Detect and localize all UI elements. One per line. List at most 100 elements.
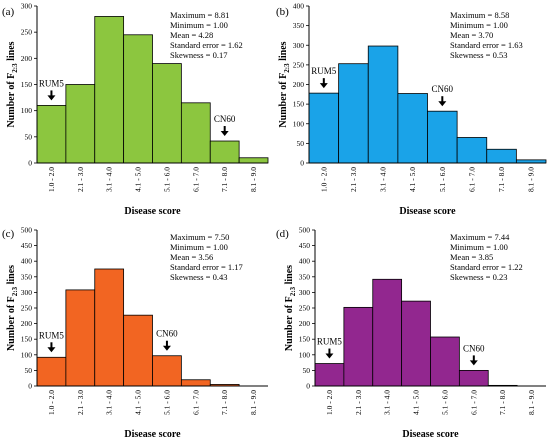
x-tick-label: 7.1 - 8.0 (220, 390, 229, 415)
y-tick-label: 200 (293, 80, 305, 89)
histogram-bar (180, 102, 211, 164)
histogram-bar (367, 45, 399, 164)
stat-line: Standard error = 1.63 (450, 40, 523, 50)
line-annotation-label: CN60 (463, 343, 485, 353)
histogram-bar (94, 268, 125, 387)
histogram-bar (397, 93, 428, 164)
stat-line: Skewness = 0.17 (170, 50, 227, 60)
histogram-panel: (c) 0 50 100 150 200 250 300 350 400 450 500 1.0 - 2… (2, 226, 268, 440)
line-annotation-label: CN60 (432, 84, 454, 94)
arrow-down-icon (319, 83, 328, 89)
y-tick-label: 350 (293, 21, 305, 30)
x-tick-label: 6.1 - 7.0 (467, 167, 476, 192)
stat-line: Minimum = 1.00 (450, 242, 508, 252)
line-annotation-label: CN60 (214, 114, 236, 124)
y-tick-label: 450 (21, 241, 33, 250)
y-tick-label: 0 (28, 382, 32, 391)
x-tick-label: 4.1 - 5.0 (134, 390, 143, 415)
y-tick-label: 250 (21, 304, 33, 313)
histogram-bar (343, 306, 374, 387)
y-tick-label: 450 (299, 241, 311, 250)
line-annotation-label: RUM5 (39, 78, 65, 88)
stat-line: Mean = 4.28 (170, 30, 213, 40)
y-tick-label: 400 (21, 257, 33, 266)
x-tick-label: 7.1 - 8.0 (497, 167, 506, 192)
histogram-bar (36, 105, 67, 164)
x-tick-label: 4.1 - 5.0 (408, 167, 417, 192)
histogram-bar (372, 278, 403, 387)
x-tick-label: 1.0 - 2.0 (47, 167, 56, 192)
y-tick-label: 200 (21, 319, 33, 328)
x-axis-label: Disease score (402, 429, 459, 440)
arrow-down-icon (220, 131, 229, 137)
y-tick-label: 300 (21, 2, 33, 11)
y-tick-label: 0 (306, 382, 310, 391)
stat-line: Skewness = 0.43 (170, 272, 227, 282)
y-tick-label: 100 (21, 106, 33, 115)
stat-line: Maximum = 8.58 (450, 10, 509, 20)
x-tick-label: 5.1 - 6.0 (438, 167, 447, 192)
x-tick-label: 1.0 - 2.0 (47, 390, 56, 415)
x-tick-label: 2.1 - 3.0 (354, 390, 363, 415)
stat-line: Mean = 3.85 (450, 252, 493, 262)
stat-line: Minimum = 1.00 (450, 20, 508, 30)
histogram-panel: (d) 0 50 100 150 200 250 300 350 400 450 500 1.0 - 2… (276, 226, 546, 440)
line-annotation-label: RUM5 (39, 330, 65, 340)
y-axis-label: Number of F2:3 lines (278, 41, 291, 127)
histogram-panel: (a) 0 50 100 150 200 250 300 1.0 - 2.0 2.1 - 3.0 3… (2, 2, 269, 217)
y-tick-label: 300 (21, 288, 33, 297)
panel-label: (a) (2, 6, 15, 18)
stat-line: Maximum = 8.81 (170, 10, 229, 20)
histogram-bar (458, 369, 489, 387)
y-tick-label: 200 (21, 54, 33, 63)
x-tick-label: 6.1 - 7.0 (191, 390, 200, 415)
x-tick-label: 5.1 - 6.0 (162, 390, 171, 415)
histogram-bar (94, 16, 125, 164)
x-tick-label: 1.0 - 2.0 (325, 390, 334, 415)
x-tick-label: 2.1 - 3.0 (349, 167, 358, 192)
y-tick-label: 0 (28, 159, 32, 168)
x-tick-label: 8.1 - 9.0 (527, 167, 536, 192)
y-tick-label: 500 (21, 226, 33, 235)
x-tick-label: 1.0 - 2.0 (319, 167, 328, 192)
histogram-bar (152, 63, 182, 164)
stat-line: Skewness = 0.23 (450, 272, 507, 282)
y-tick-label: 300 (299, 288, 311, 297)
x-tick-label: 4.1 - 5.0 (412, 390, 421, 415)
x-tick-label: 6.1 - 7.0 (469, 390, 478, 415)
x-tick-label: 3.1 - 4.0 (105, 167, 114, 192)
y-tick-label: 100 (299, 350, 311, 359)
arrow-down-icon (47, 347, 56, 353)
histogram-bar (427, 110, 458, 164)
y-tick-label: 300 (293, 41, 305, 50)
y-tick-label: 350 (21, 272, 33, 281)
x-axis-label: Disease score (399, 206, 456, 217)
panel-label: (d) (276, 228, 289, 240)
histogram-bar (314, 363, 345, 387)
x-tick-label: 8.1 - 9.0 (527, 390, 536, 415)
y-axis-label: Number of F2:3 lines (6, 265, 19, 351)
stat-line: Standard error = 1.62 (170, 40, 243, 50)
x-tick-label: 2.1 - 3.0 (76, 167, 85, 192)
histogram-bar (456, 137, 488, 164)
histogram-panel: (b) 0 50 100 150 200 250 300 350 400 1.0 - 2.0 2.1 … (276, 2, 547, 217)
y-tick-label: 250 (293, 60, 305, 69)
arrow-down-icon (162, 345, 171, 351)
stat-line: Skewness = 0.53 (450, 50, 507, 60)
y-tick-label: 500 (299, 226, 311, 235)
x-tick-label: 2.1 - 3.0 (76, 390, 85, 415)
stat-line: Standard error = 1.17 (170, 262, 243, 272)
y-tick-label: 150 (299, 335, 311, 344)
x-axis-label: Disease score (124, 206, 181, 217)
arrow-down-icon (325, 353, 334, 359)
histogram-bar (65, 289, 96, 387)
y-tick-label: 250 (299, 304, 311, 313)
y-tick-label: 150 (293, 100, 305, 109)
y-tick-label: 100 (293, 119, 305, 128)
line-annotation-label: RUM5 (317, 337, 343, 347)
y-tick-label: 250 (21, 28, 33, 37)
x-tick-label: 4.1 - 5.0 (134, 167, 143, 192)
x-tick-label: 3.1 - 4.0 (379, 167, 388, 192)
stat-line: Mean = 3.70 (450, 30, 493, 40)
